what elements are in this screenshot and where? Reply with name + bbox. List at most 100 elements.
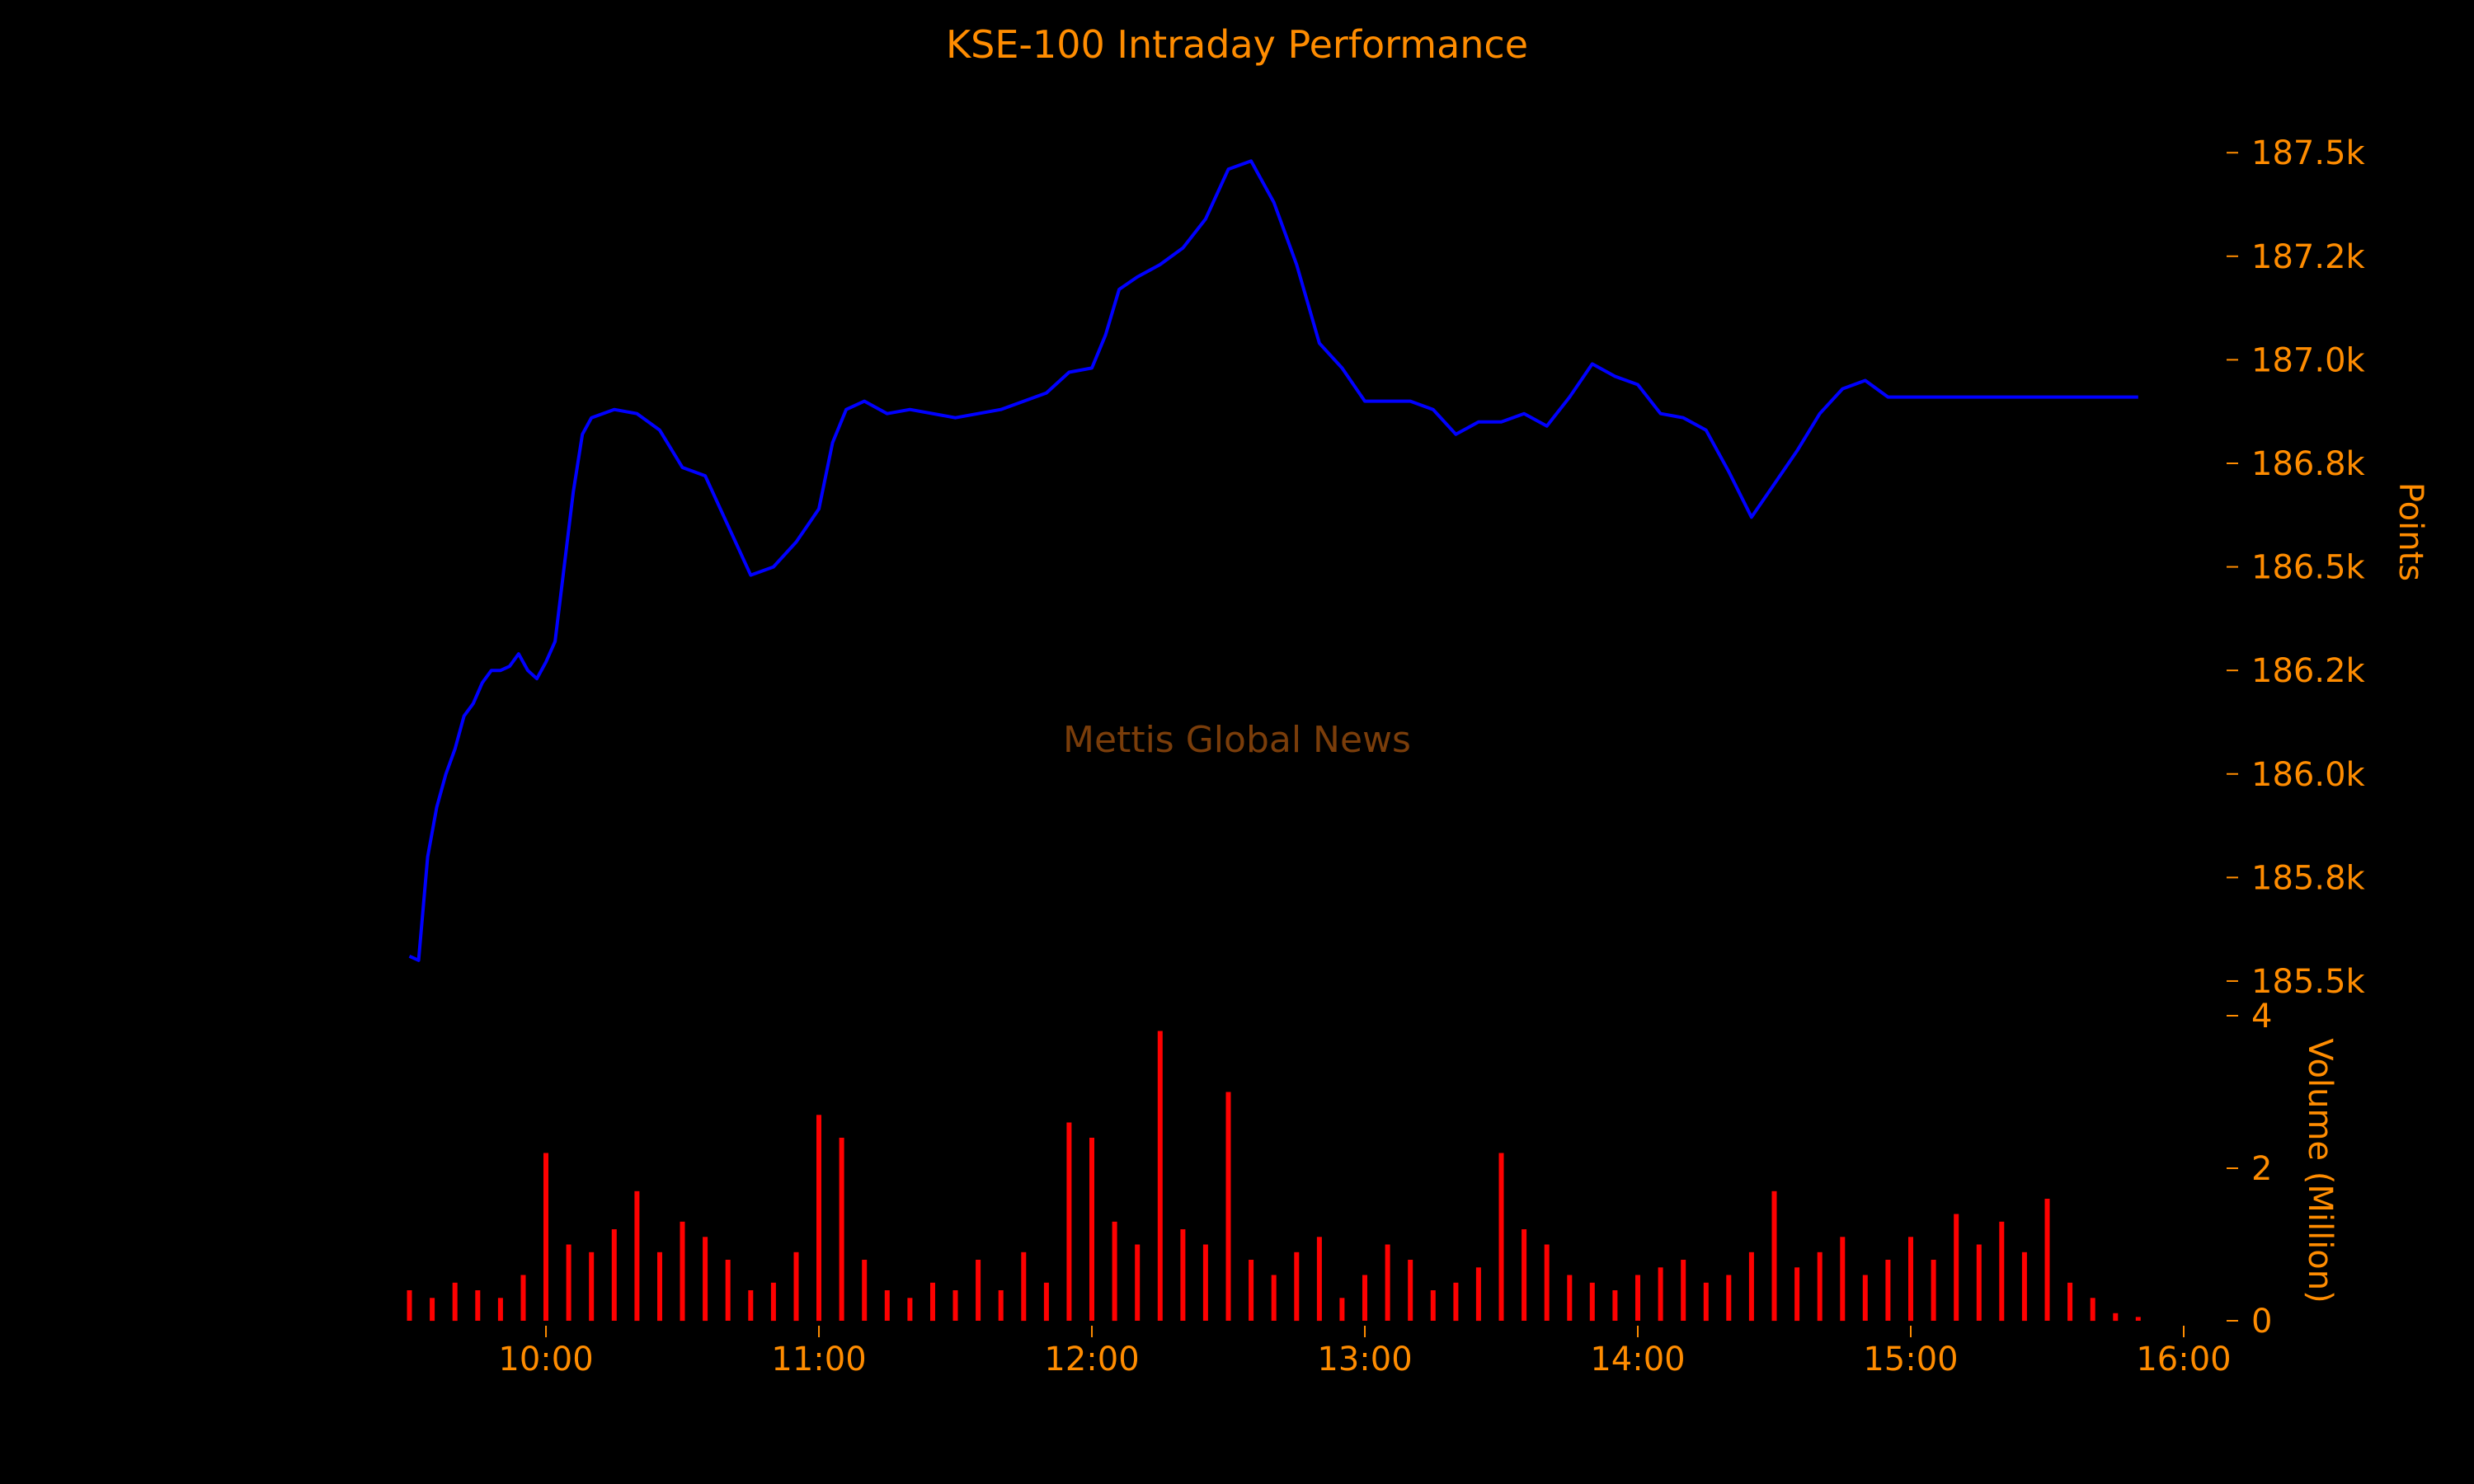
volume-bar — [1931, 1260, 1936, 1321]
x-tick-label: 10:00 — [498, 1341, 593, 1378]
volume-bar — [1249, 1260, 1254, 1321]
x-tick-label: 12:00 — [1044, 1341, 1139, 1378]
volume-ytick-label: 0 — [2251, 1303, 2272, 1341]
chart-title: KSE-100 Intraday Performance — [946, 22, 1528, 67]
volume-bar — [657, 1252, 662, 1322]
volume-axis-label: Volume (Million) — [2301, 1038, 2339, 1303]
volume-bar — [452, 1282, 458, 1322]
volume-bar — [1316, 1237, 1322, 1322]
volume-bar — [2067, 1282, 2073, 1322]
volume-bar — [1202, 1244, 1208, 1321]
volume-bar — [862, 1260, 868, 1321]
volume-bar — [1976, 1244, 1982, 1321]
price-ytick-label: 187.0k — [2251, 341, 2366, 379]
volume-bar — [1522, 1229, 1527, 1321]
price-ytick-label: 186.5k — [2251, 549, 2366, 587]
price-ytick-label: 186.8k — [2251, 445, 2366, 483]
price-ytick-label: 186.0k — [2251, 756, 2366, 794]
volume-bar — [1589, 1282, 1595, 1322]
volume-bar — [1430, 1290, 1436, 1321]
volume-bar — [1703, 1282, 1709, 1322]
volume-bar — [1658, 1267, 1663, 1322]
volume-bar — [1567, 1275, 1573, 1321]
volume-bar — [884, 1290, 890, 1321]
volume-bar — [725, 1260, 731, 1321]
volume-bar — [703, 1237, 708, 1322]
volume-bar — [1726, 1275, 1732, 1321]
volume-bar — [770, 1282, 776, 1322]
volume-bar — [2090, 1298, 2095, 1322]
volume-bar — [1475, 1267, 1481, 1322]
volume-bar — [2021, 1252, 2027, 1322]
price-ytick-label: 187.2k — [2251, 238, 2366, 276]
volume-bar — [952, 1290, 958, 1321]
watermark: Mettis Global News — [1063, 719, 1411, 761]
x-tick-label: 15:00 — [1863, 1341, 1958, 1378]
volume-panel: 0 2 4 — [407, 998, 2272, 1341]
volume-bar — [1885, 1260, 1891, 1321]
volume-bar — [2044, 1199, 2050, 1321]
volume-bar — [2113, 1313, 2119, 1322]
x-tick-label: 11:00 — [771, 1341, 866, 1378]
price-line — [408, 159, 2138, 962]
volume-bar — [1021, 1252, 1027, 1322]
volume-bar — [1339, 1298, 1345, 1322]
volume-ytick-label: 4 — [2251, 998, 2272, 1036]
volume-bar — [589, 1252, 595, 1322]
volume-bar — [1112, 1221, 1117, 1322]
volume-bar — [1681, 1260, 1686, 1321]
volume-bar — [1794, 1267, 1800, 1322]
volume-bar — [611, 1229, 617, 1321]
x-tick-label: 14:00 — [1590, 1341, 1685, 1378]
x-tick-label: 13:00 — [1317, 1341, 1412, 1378]
volume-bar — [1908, 1237, 1913, 1322]
volume-bar — [748, 1290, 754, 1321]
volume-bar — [1043, 1282, 1049, 1322]
volume-bar — [1635, 1275, 1640, 1321]
volume-bar — [1498, 1153, 1504, 1321]
volume-bar — [520, 1275, 526, 1321]
volume-bar — [1385, 1244, 1390, 1321]
volume-bar — [1453, 1282, 1459, 1322]
volume-bar — [1612, 1290, 1618, 1321]
volume-bar — [566, 1244, 571, 1321]
price-panel: 185.5k 185.8k 186.0k 186.2k 186.5k 186.8k 187.… — [408, 134, 2366, 1001]
volume-bar — [1999, 1221, 2005, 1322]
volume-bar — [497, 1298, 503, 1322]
x-tick-label: 16:00 — [2136, 1341, 2231, 1378]
volume-bar — [680, 1221, 685, 1322]
volume-bar — [407, 1290, 412, 1321]
price-ytick-label: 187.5k — [2251, 134, 2366, 172]
volume-bar — [1066, 1122, 1072, 1321]
price-ytick-label: 186.2k — [2251, 652, 2366, 690]
volume-ytick-label: 2 — [2251, 1150, 2272, 1188]
volume-bar — [976, 1260, 981, 1321]
x-axis: 10:00 11:00 12:00 13:00 14:00 15:00 16:00 — [498, 1326, 2232, 1378]
volume-bar — [1862, 1275, 1868, 1321]
volume-bar — [543, 1153, 548, 1321]
volume-bar — [930, 1282, 935, 1322]
price-axis-label: Points — [2392, 482, 2429, 581]
volume-bar — [1157, 1031, 1163, 1321]
volume-bar — [1225, 1092, 1231, 1321]
volume-bar — [793, 1252, 799, 1322]
volume-bar — [1544, 1244, 1550, 1321]
volume-bar — [816, 1115, 821, 1322]
volume-bar — [907, 1298, 913, 1322]
volume-bar — [1294, 1252, 1300, 1322]
volume-bar — [1089, 1138, 1094, 1321]
volume-bar — [1135, 1244, 1141, 1321]
volume-bar — [1954, 1214, 1959, 1321]
volume-bar — [1840, 1237, 1846, 1322]
volume-bar — [839, 1138, 844, 1321]
volume-bar — [998, 1290, 1004, 1321]
price-ytick-label: 185.5k — [2251, 963, 2366, 1001]
volume-bar — [1408, 1260, 1413, 1321]
volume-bar — [1771, 1190, 1777, 1322]
volume-bar — [1748, 1252, 1754, 1322]
volume-bar — [2135, 1317, 2141, 1321]
volume-bar — [1271, 1275, 1277, 1321]
volume-bar — [475, 1290, 481, 1321]
